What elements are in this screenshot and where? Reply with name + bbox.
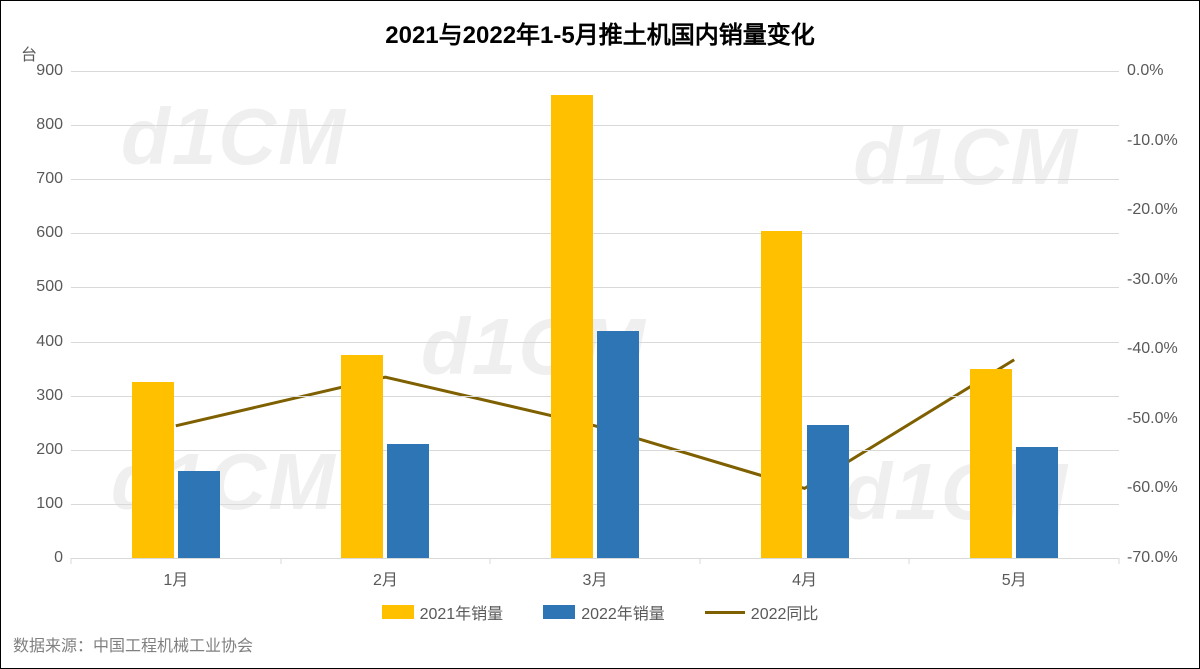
x-tick-label: 3月: [583, 566, 608, 590]
x-tick-mark: [280, 558, 281, 564]
x-tick-mark: [909, 558, 910, 564]
y-right-tick: -50.0%: [1127, 410, 1197, 428]
bar-2022: [178, 471, 220, 558]
y-right-tick: 0.0%: [1127, 62, 1197, 80]
y-left-tick: 500: [13, 278, 63, 296]
y-left-tick: 700: [13, 170, 63, 188]
bar-2021: [970, 369, 1012, 558]
legend-label-yoy: 2022同比: [751, 600, 819, 624]
x-tick-mark: [71, 558, 72, 564]
y-right-tick: -30.0%: [1127, 271, 1197, 289]
y-left-tick: 300: [13, 387, 63, 405]
y-right-tick: -20.0%: [1127, 201, 1197, 219]
y-right-tick: -40.0%: [1127, 340, 1197, 358]
legend-item-2022: 2022年销量: [543, 600, 665, 624]
bar-2021: [132, 382, 174, 558]
bar-2021: [761, 231, 803, 558]
legend-item-2021: 2021年销量: [382, 600, 504, 624]
legend: 2021年销量 2022年销量 2022同比: [1, 600, 1199, 624]
grid-line: [71, 396, 1119, 397]
bar-2022: [387, 444, 429, 558]
y-left-tick: 400: [13, 333, 63, 351]
legend-line-yoy: [705, 611, 745, 614]
y-left-tick: 0: [13, 549, 63, 567]
bar-2021: [551, 95, 593, 558]
grid-line: [71, 287, 1119, 288]
line-series: [71, 71, 1119, 558]
legend-swatch-2022: [543, 605, 575, 619]
y-left-tick: 100: [13, 495, 63, 513]
legend-label-2021: 2021年销量: [420, 600, 504, 624]
y-right-tick: -60.0%: [1127, 479, 1197, 497]
y-left-tick: 800: [13, 116, 63, 134]
x-tick-label: 4月: [792, 566, 817, 590]
grid-line: [71, 450, 1119, 451]
legend-label-2022: 2022年销量: [581, 600, 665, 624]
y-right-tick: -10.0%: [1127, 132, 1197, 150]
grid-line: [71, 558, 1119, 559]
bar-2021: [341, 355, 383, 558]
grid-line: [71, 504, 1119, 505]
grid-line: [71, 125, 1119, 126]
legend-swatch-2021: [382, 605, 414, 619]
y-right-tick: -70.0%: [1127, 549, 1197, 567]
grid-line: [71, 233, 1119, 234]
x-tick-mark: [699, 558, 700, 564]
x-tick-label: 1月: [163, 566, 188, 590]
x-tick-label: 2月: [373, 566, 398, 590]
bar-2022: [1016, 447, 1058, 558]
legend-item-yoy: 2022同比: [705, 600, 819, 624]
x-tick-mark: [490, 558, 491, 564]
grid-line: [71, 71, 1119, 72]
data-source: 数据来源：中国工程机械工业协会: [13, 632, 253, 656]
grid-line: [71, 179, 1119, 180]
chart-title: 2021与2022年1-5月推土机国内销量变化: [1, 15, 1199, 50]
grid-line: [71, 342, 1119, 343]
y-left-tick: 200: [13, 441, 63, 459]
chart-container: d1CM d1CM d1CM d1CM d1CM 2021与2022年1-5月推…: [0, 0, 1200, 669]
bar-2022: [597, 331, 639, 558]
y-left-tick: 600: [13, 224, 63, 242]
x-tick-mark: [1119, 558, 1120, 564]
bar-2022: [807, 425, 849, 558]
x-tick-label: 5月: [1002, 566, 1027, 590]
y-left-tick: 900: [13, 62, 63, 80]
yoy-line: [176, 360, 1014, 489]
plot-area: 0100200300400500600700800900-70.0%-60.0%…: [71, 71, 1119, 558]
